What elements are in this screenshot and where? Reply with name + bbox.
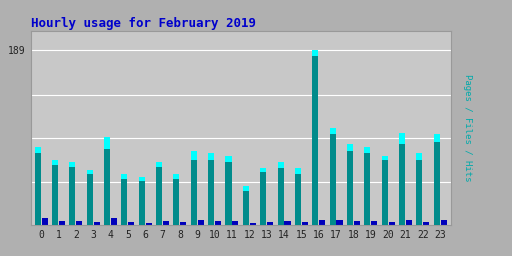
Bar xyxy=(416,153,422,225)
Bar xyxy=(406,220,412,225)
Bar xyxy=(156,167,162,225)
Bar xyxy=(285,221,290,225)
Bar xyxy=(312,50,318,225)
Bar xyxy=(399,133,405,225)
Bar xyxy=(278,168,284,225)
Bar xyxy=(156,162,162,225)
Text: Hourly usage for February 2019: Hourly usage for February 2019 xyxy=(31,17,255,29)
Bar xyxy=(52,161,58,225)
Bar xyxy=(295,168,301,225)
Bar xyxy=(94,222,100,225)
Bar xyxy=(111,218,117,225)
Bar xyxy=(139,177,145,225)
Bar xyxy=(87,170,93,225)
Bar xyxy=(191,151,197,225)
Bar xyxy=(441,220,446,225)
Bar xyxy=(35,146,40,225)
Bar xyxy=(232,221,239,225)
Bar xyxy=(145,222,152,225)
Bar xyxy=(215,221,221,225)
Bar xyxy=(121,179,127,225)
Bar xyxy=(225,162,231,225)
Bar xyxy=(302,222,308,225)
Bar xyxy=(267,222,273,225)
Bar xyxy=(243,186,249,225)
Bar xyxy=(347,144,353,225)
Bar xyxy=(104,149,110,225)
Bar xyxy=(191,161,197,225)
Text: Pages / Files / Hits: Pages / Files / Hits xyxy=(463,74,473,182)
Bar xyxy=(41,218,48,225)
Bar xyxy=(260,168,266,225)
Bar xyxy=(129,222,134,225)
Bar xyxy=(121,174,127,225)
Bar xyxy=(364,146,370,225)
Bar xyxy=(198,220,204,225)
Bar xyxy=(225,156,231,225)
Bar xyxy=(174,174,180,225)
Bar xyxy=(87,174,93,225)
Bar xyxy=(364,153,370,225)
Bar xyxy=(180,222,186,225)
Bar xyxy=(250,222,256,225)
Bar xyxy=(330,128,336,225)
Bar xyxy=(243,191,249,225)
Bar xyxy=(104,137,110,225)
Bar xyxy=(174,179,180,225)
Bar xyxy=(163,221,169,225)
Bar xyxy=(389,222,395,225)
Bar xyxy=(76,221,82,225)
Bar xyxy=(295,174,301,225)
Bar xyxy=(319,220,325,225)
Bar xyxy=(260,173,266,225)
Bar xyxy=(208,161,214,225)
Bar xyxy=(278,162,284,225)
Bar xyxy=(381,161,388,225)
Bar xyxy=(59,221,65,225)
Bar xyxy=(69,162,75,225)
Bar xyxy=(330,134,336,225)
Bar xyxy=(434,142,440,225)
Bar xyxy=(35,153,40,225)
Bar xyxy=(208,153,214,225)
Bar xyxy=(139,181,145,225)
Bar xyxy=(354,221,360,225)
Bar xyxy=(52,165,58,225)
Bar xyxy=(381,156,388,225)
Bar xyxy=(434,134,440,225)
Bar xyxy=(347,151,353,225)
Bar xyxy=(399,144,405,225)
Bar xyxy=(312,56,318,225)
Bar xyxy=(336,220,343,225)
Bar xyxy=(423,222,429,225)
Bar xyxy=(371,221,377,225)
Bar xyxy=(69,167,75,225)
Bar xyxy=(416,161,422,225)
